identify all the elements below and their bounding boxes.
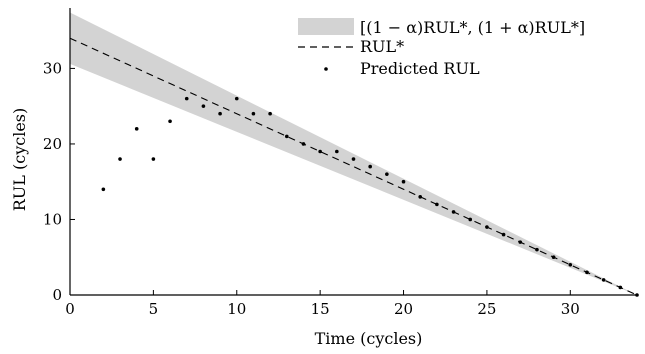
- predicted-rul-point: [551, 255, 556, 260]
- x-tick-label: 25: [477, 300, 496, 318]
- x-tick-label: 0: [65, 300, 75, 318]
- axis-ticks: 0 5 10 15 20 25 30 0 10 20 30: [43, 59, 580, 318]
- predicted-rul-point: [585, 270, 589, 275]
- rul-star-line: [69, 37, 638, 296]
- x-tick-label: 10: [227, 300, 246, 318]
- predicted-rul-point: [335, 149, 339, 154]
- predicted-rul-point: [184, 96, 189, 101]
- predicted-rul-point: [418, 195, 423, 199]
- predicted-rul-point: [168, 119, 172, 124]
- predicted-rul-point: [601, 278, 606, 282]
- predicted-rul-point: [284, 134, 289, 139]
- predicted-rul-point: [368, 164, 372, 169]
- predicted-rul-point: [268, 111, 272, 116]
- predicted-rul-point: [518, 240, 523, 244]
- legend-band-label: [(1 − α)RUL*, (1 + α)RUL*]: [360, 18, 585, 37]
- predicted-rul-point: [468, 217, 473, 222]
- predicted-rul-point: [218, 111, 222, 116]
- predicted-rul-point: [301, 142, 306, 146]
- predicted-rul-point: [385, 172, 389, 176]
- legend-band-swatch: [298, 18, 354, 35]
- y-tick-label: 10: [43, 210, 62, 228]
- x-tick-label: 5: [149, 300, 159, 318]
- predicted-rul-point: [201, 104, 206, 108]
- predicted-rul-point: [451, 210, 456, 214]
- confidence-band: [70, 12, 637, 295]
- y-tick-label: 0: [52, 286, 62, 304]
- predicted-rul-point: [151, 157, 156, 161]
- predicted-rul-point: [485, 225, 489, 229]
- y-tick-label: 30: [43, 59, 62, 77]
- predicted-rul-point: [234, 96, 239, 101]
- legend: [(1 − α)RUL*, (1 + α)RUL*] RUL* Predicte…: [298, 18, 585, 78]
- predicted-rul-point: [118, 157, 122, 161]
- y-tick-label: 20: [43, 135, 62, 153]
- predicted-rul-point: [251, 111, 256, 116]
- predicted-rul-point: [134, 127, 139, 131]
- y-axis-label: RUL (cycles): [10, 108, 29, 211]
- predicted-rul-point: [401, 179, 406, 184]
- plot-area: [69, 12, 639, 297]
- x-tick-label: 30: [561, 300, 580, 318]
- predicted-rul-point: [535, 247, 539, 252]
- x-tick-label: 15: [311, 300, 330, 318]
- predicted-rul-point: [435, 202, 439, 207]
- legend-dot-label: Predicted RUL: [360, 59, 480, 78]
- predicted-rul-point: [618, 285, 623, 290]
- predicted-rul-point: [318, 149, 322, 154]
- legend-line-label: RUL*: [360, 37, 404, 56]
- predicted-rul-point: [101, 187, 106, 192]
- predicted-rul-point: [351, 157, 356, 161]
- x-tick-label: 20: [394, 300, 413, 318]
- x-axis-label: Time (cycles): [315, 329, 423, 348]
- legend-dot-swatch: [324, 67, 328, 71]
- predicted-rul-point: [501, 232, 506, 237]
- predicted-rul-point: [568, 262, 573, 267]
